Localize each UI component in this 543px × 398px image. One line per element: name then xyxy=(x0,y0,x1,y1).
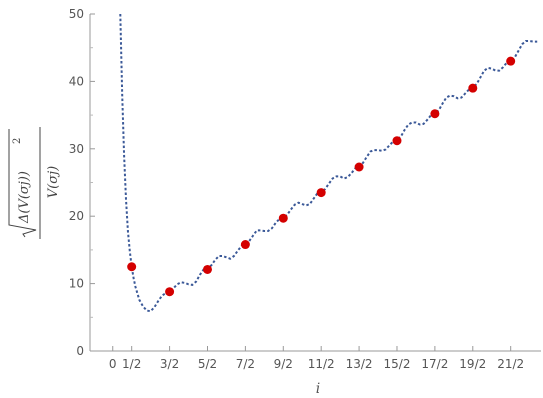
x-tick-label: 0 xyxy=(109,357,117,371)
y-label-exponent: 2 xyxy=(12,138,23,144)
x-ticks: 0 1/2 3/2 5/2 7/2 9/2 11/2 13/2 15/2 17/2 19/2 21/2 xyxy=(109,346,524,371)
x-tick-label: 3/2 xyxy=(160,357,179,371)
data-point xyxy=(354,162,364,172)
data-point xyxy=(278,213,288,223)
x-tick-label: 7/2 xyxy=(236,357,255,371)
y-axis-label: Δ(V(σj)) 2 V(σj) xyxy=(8,127,61,239)
x-tick-label: 15/2 xyxy=(384,357,411,371)
data-point xyxy=(316,188,326,198)
y-tick-label: 20 xyxy=(69,209,84,223)
y-label-numerator: Δ(V(σj)) xyxy=(17,171,32,224)
data-points xyxy=(127,56,516,297)
data-point xyxy=(468,83,478,93)
x-tick-label: 11/2 xyxy=(308,357,335,371)
data-point xyxy=(506,56,516,66)
y-label-denominator: V(σj) xyxy=(46,166,61,198)
y-tick-label: 10 xyxy=(69,277,84,291)
y-tick-label: 40 xyxy=(69,74,84,88)
data-point xyxy=(165,287,175,297)
data-point xyxy=(430,109,440,119)
x-tick-label: 5/2 xyxy=(198,357,217,371)
x-tick-label: 1/2 xyxy=(122,357,141,371)
x-tick-label: 19/2 xyxy=(459,357,486,371)
data-point xyxy=(392,136,402,146)
y-tick-label: 50 xyxy=(69,7,84,21)
y-tick-label: 0 xyxy=(76,344,84,358)
fit-curve xyxy=(119,13,538,313)
x-axis-label: i xyxy=(316,381,320,397)
x-tick-label: 17/2 xyxy=(421,357,448,371)
x-tick-label: 9/2 xyxy=(274,357,293,371)
data-point xyxy=(127,262,137,272)
y-tick-label: 30 xyxy=(69,142,84,156)
data-point xyxy=(202,264,212,274)
x-tick-label: 21/2 xyxy=(497,357,524,371)
data-point xyxy=(240,240,250,250)
x-tick-label: 13/2 xyxy=(346,357,373,371)
sqrt-symbol xyxy=(8,129,37,238)
y-ticks: 0 10 20 30 40 50 xyxy=(69,7,95,358)
